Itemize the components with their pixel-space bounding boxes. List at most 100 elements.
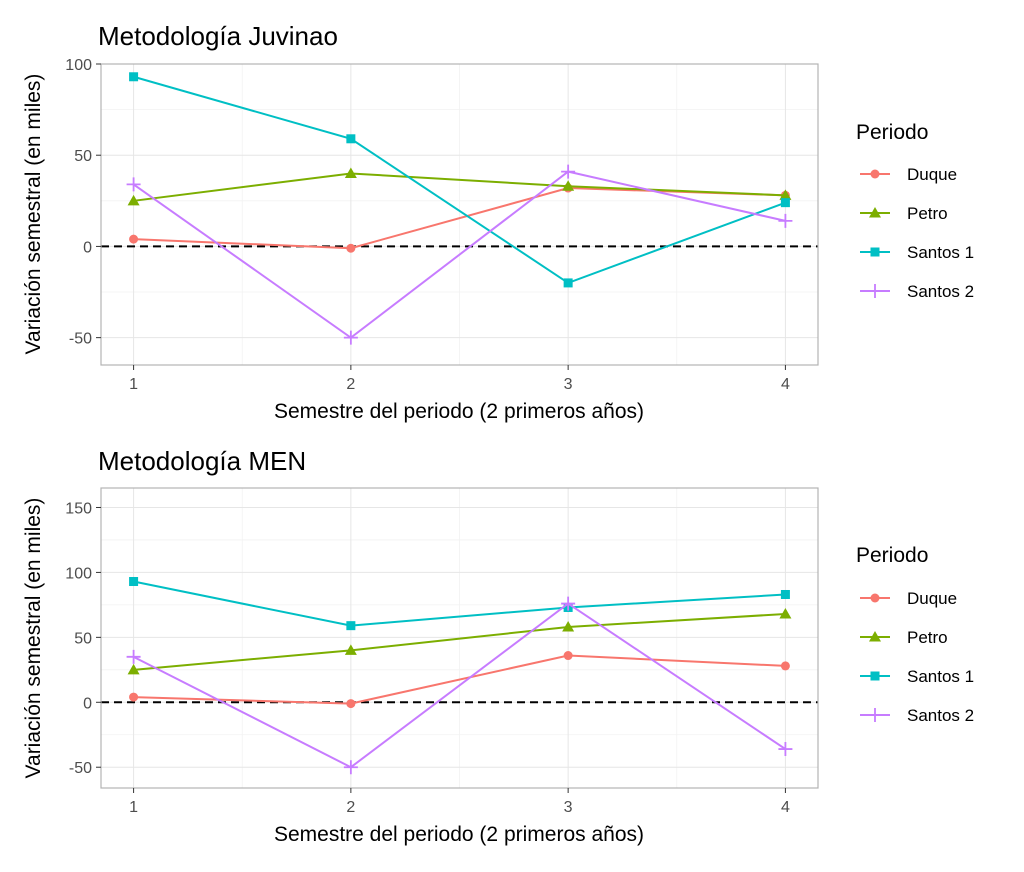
y-tick-label: 150 <box>65 500 92 517</box>
x-axis-title: Semestre del periodo (2 primeros años) <box>274 823 644 846</box>
data-point <box>778 742 793 757</box>
legend-item-santos-1: Santos 1 <box>860 667 974 686</box>
grid <box>101 63 818 365</box>
legend-items: Duque Petro Santos 1 Santos 2 <box>860 165 974 301</box>
legend-item-duque: Duque <box>860 165 957 184</box>
x-tick-label: 2 <box>346 376 355 393</box>
y-tick-label: -50 <box>69 760 92 777</box>
legend: Periodo Duque Petro Santos 1 Santos 2 <box>856 544 974 725</box>
data-point <box>129 72 139 82</box>
series-petro <box>127 607 792 675</box>
legend-key-marker <box>869 207 881 218</box>
series-line <box>133 580 786 627</box>
data-point <box>779 607 792 619</box>
legend-title: Periodo <box>856 121 928 144</box>
legend-key-marker <box>870 169 880 179</box>
x-tick-label: 3 <box>564 376 573 393</box>
plot-panel-border <box>100 63 819 366</box>
data-point <box>346 621 356 631</box>
series-santos-2 <box>126 164 793 345</box>
data-point <box>129 577 139 587</box>
series-petro <box>127 167 792 206</box>
chart-title: Metodología Juvinao <box>98 21 338 51</box>
x-tick-label: 4 <box>781 799 790 816</box>
legend-label: Santos 2 <box>907 706 974 725</box>
data-point <box>127 194 140 206</box>
y-tick-label: 100 <box>65 565 92 582</box>
series-line <box>133 654 786 705</box>
data-point <box>563 651 573 661</box>
legend-item-santos-2: Santos 2 <box>860 706 974 725</box>
y-axis-title: Variación semestral (en miles) <box>22 74 45 355</box>
series-santos-2 <box>126 596 793 775</box>
series-line <box>133 170 786 339</box>
data-point <box>346 134 356 144</box>
data-point <box>561 596 576 611</box>
data-point <box>346 699 356 709</box>
x-tick-label: 3 <box>564 799 573 816</box>
legend-key-marker <box>870 593 880 603</box>
data-point <box>780 198 790 208</box>
data-point <box>780 661 790 671</box>
legend-key-marker <box>869 631 881 642</box>
data-point <box>778 213 793 228</box>
y-tick-label: 0 <box>83 239 92 256</box>
x-tick-label: 1 <box>129 799 138 816</box>
series-duque <box>129 651 790 709</box>
legend-key-marker <box>868 284 882 298</box>
legend-label: Santos 1 <box>907 667 974 686</box>
legend-label: Santos 2 <box>907 282 974 301</box>
legend-item-duque: Duque <box>860 589 957 608</box>
y-axis-ticks: -50 0 50 100 <box>65 57 101 348</box>
y-tick-label: -50 <box>69 331 92 348</box>
y-tick-label: 50 <box>74 148 92 165</box>
legend-key-marker <box>868 708 882 722</box>
series-layer <box>126 577 793 775</box>
y-tick-label: 0 <box>83 695 92 712</box>
legend-label: Duque <box>907 165 957 184</box>
data-point <box>779 189 792 200</box>
data-point <box>344 167 357 178</box>
data-point <box>562 180 575 191</box>
data-point <box>561 164 576 179</box>
data-point <box>343 760 358 775</box>
chart-title: Metodología MEN <box>98 446 306 476</box>
x-tick-label: 2 <box>346 799 355 816</box>
legend-title: Periodo <box>856 544 928 567</box>
data-point <box>126 177 141 192</box>
data-point <box>129 234 139 244</box>
y-tick-label: 50 <box>74 630 92 647</box>
x-axis-ticks: 1 2 3 4 <box>129 365 790 393</box>
data-point <box>129 692 139 702</box>
data-point <box>343 330 358 345</box>
legend-label: Petro <box>907 628 948 647</box>
legend-item-petro: Petro <box>860 204 948 223</box>
legend-key-marker <box>870 247 880 257</box>
x-tick-label: 4 <box>781 376 790 393</box>
series-santos-1 <box>129 72 790 288</box>
series-line <box>133 172 786 202</box>
legend-item-santos-2: Santos 2 <box>860 282 974 301</box>
data-point <box>780 589 790 599</box>
series-line <box>133 75 786 285</box>
series-line <box>133 602 786 769</box>
legend-label: Duque <box>907 589 957 608</box>
legend-label: Santos 1 <box>907 243 974 262</box>
legend: Periodo Duque Petro Santos 1 Santos 2 <box>856 121 974 301</box>
legend-item-petro: Petro <box>860 628 948 647</box>
legend-item-santos-1: Santos 1 <box>860 243 974 262</box>
x-axis-ticks: 1 2 3 4 <box>129 788 790 816</box>
data-point <box>563 278 573 288</box>
legend-key-marker <box>870 671 880 681</box>
y-axis-ticks: -50 0 50 100 150 <box>65 500 101 777</box>
legend-items: Duque Petro Santos 1 Santos 2 <box>860 589 974 725</box>
series-line <box>133 612 786 671</box>
data-point <box>346 243 356 253</box>
plot-panel-border <box>100 487 819 789</box>
y-tick-label: 100 <box>65 57 92 74</box>
legend-label: Petro <box>907 204 948 223</box>
data-point <box>562 620 575 632</box>
series-layer <box>126 72 793 345</box>
x-axis-title: Semestre del periodo (2 primeros años) <box>274 400 644 423</box>
